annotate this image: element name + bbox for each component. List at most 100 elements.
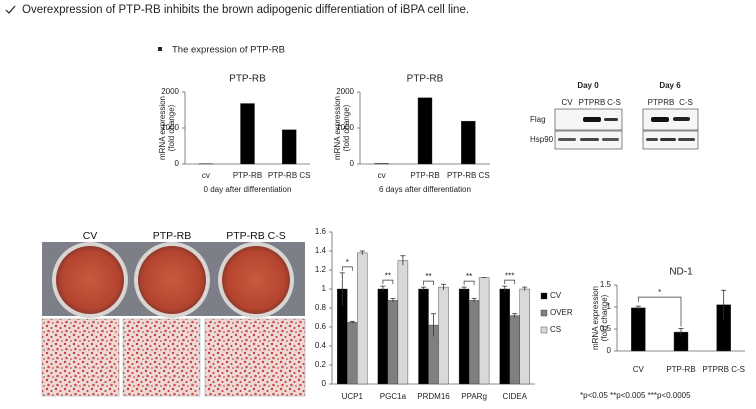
y-axis-label: (fold change) — [600, 294, 609, 341]
bar — [240, 103, 255, 165]
y-tick-label: 0.2 — [315, 360, 327, 369]
chart-title: PTP-RB — [229, 74, 266, 85]
y-tick-label: 1 — [322, 284, 327, 293]
significance-bracket — [341, 266, 353, 271]
bar — [631, 307, 646, 352]
western-blot: Day 0 Day 6 CV PTPRB C-S PTPRB C-S Flag … — [530, 81, 699, 150]
y-tick-label: 0.4 — [315, 341, 327, 350]
x-axis-label: 6 days after differentiation — [379, 185, 471, 194]
y-axis-label: mRNA expression — [591, 286, 600, 350]
bar — [374, 163, 389, 165]
x-tick-label: PTP-RB — [233, 171, 262, 180]
x-tick-label: PRDM16 — [417, 392, 450, 401]
blot-lane: PTPRB — [579, 98, 606, 107]
x-tick-label: PTP-RB — [410, 171, 439, 180]
bar — [458, 288, 470, 385]
blot-day: Day 0 — [577, 81, 599, 90]
y-axis-label: (fold change) — [342, 104, 351, 151]
bar — [377, 288, 389, 385]
y-tick-label: 0.8 — [315, 303, 327, 312]
x-tick-label: cv — [202, 171, 210, 180]
y-tick-label: 0 — [175, 159, 180, 168]
x-tick-label: PTP-RB — [666, 365, 695, 374]
bar — [478, 277, 490, 385]
significance-label: * — [658, 288, 661, 297]
y-tick-label: 1.2 — [315, 265, 327, 274]
blot-lane: C-S — [679, 98, 693, 107]
y-tick-label: 1.6 — [315, 227, 327, 236]
x-tick-label: PTPRB C-S — [702, 365, 745, 374]
blot-lane: CV — [561, 98, 573, 107]
y-tick-label: 0 — [607, 346, 612, 355]
y-tick-label: 1.5 — [600, 280, 612, 289]
y-tick-label: 0.5 — [600, 324, 612, 333]
significance-label: * — [346, 258, 349, 267]
bar — [499, 288, 510, 385]
stain-label: CV — [83, 230, 98, 242]
y-tick-label: 1000 — [336, 123, 354, 132]
bar — [357, 252, 368, 385]
significance-label: *** — [505, 271, 514, 280]
x-tick-label: PPARg — [461, 392, 487, 401]
stain-label: PTP-RB C-S — [226, 230, 286, 242]
x-tick-label: cv — [378, 171, 386, 180]
legend-label: OVER — [550, 308, 573, 317]
x-tick-label: CV — [633, 365, 645, 374]
blot-lane: PTPRB — [648, 98, 675, 107]
bar — [468, 300, 480, 385]
y-tick-label: 1.4 — [315, 246, 327, 255]
header-title: Overexpression of PTP-RB inhibits the br… — [22, 4, 469, 16]
bar — [438, 286, 449, 385]
staining-panel: CV PTP-RB PTP-RB C-S — [41, 230, 306, 397]
y-tick-label: 1 — [607, 302, 612, 311]
significance-bracket — [637, 296, 682, 327]
bar — [281, 129, 297, 165]
chart-title: PTP-RB — [407, 74, 444, 85]
y-axis-label: mRNA expression — [333, 96, 342, 160]
significance-label: ** — [466, 272, 472, 281]
bar — [387, 300, 399, 385]
bar — [461, 120, 476, 165]
y-tick-label: 0 — [322, 379, 327, 388]
x-tick-label: PTP-RB CS — [447, 171, 490, 180]
significance-label: ** — [425, 272, 431, 281]
legend-swatch — [540, 326, 548, 334]
y-tick-label: 1000 — [161, 123, 179, 132]
stain-label: PTP-RB — [153, 230, 192, 242]
x-tick-label: UCP1 — [342, 392, 364, 401]
bar — [519, 288, 530, 385]
legend-label: CV — [550, 291, 562, 300]
significance-bracket — [382, 279, 394, 285]
bar — [509, 315, 520, 385]
significance-bracket — [504, 279, 516, 285]
legend-swatch — [540, 309, 548, 317]
significance-bracket — [463, 280, 475, 286]
x-tick-label: PGC1a — [380, 392, 407, 401]
legend-label: CS — [550, 325, 561, 334]
x-axis-label: 0 day after differentiation — [204, 185, 292, 194]
blot-row: Flag — [530, 115, 546, 124]
check-icon — [5, 5, 16, 14]
y-tick-label: 0 — [350, 159, 355, 168]
blot-day: Day 6 — [659, 81, 681, 90]
legend-swatch — [540, 292, 548, 300]
blot-row: Hsp90 — [530, 135, 554, 144]
y-axis-label: (fold change) — [167, 104, 176, 151]
header-subtitle: The expression of PTP-RB — [172, 45, 285, 56]
y-tick-label: 2000 — [161, 87, 179, 96]
x-tick-label: PTP-RB CS — [268, 171, 311, 180]
bullet — [158, 47, 162, 51]
x-tick-label: CIDEA — [502, 392, 527, 401]
y-tick-label: 2000 — [336, 87, 354, 96]
bar — [397, 260, 409, 385]
chart-title: ND-1 — [669, 267, 693, 278]
bar — [418, 288, 429, 385]
bar — [417, 97, 433, 165]
y-axis-label: mRNA expression — [158, 96, 167, 160]
blot-lane: C-S — [607, 98, 621, 107]
significance-label: ** — [385, 271, 391, 280]
significance-bracket — [423, 280, 434, 286]
bar — [347, 322, 358, 385]
footnote: *p<0.05 **p<0.005 ***p<0.0005 — [580, 391, 691, 400]
